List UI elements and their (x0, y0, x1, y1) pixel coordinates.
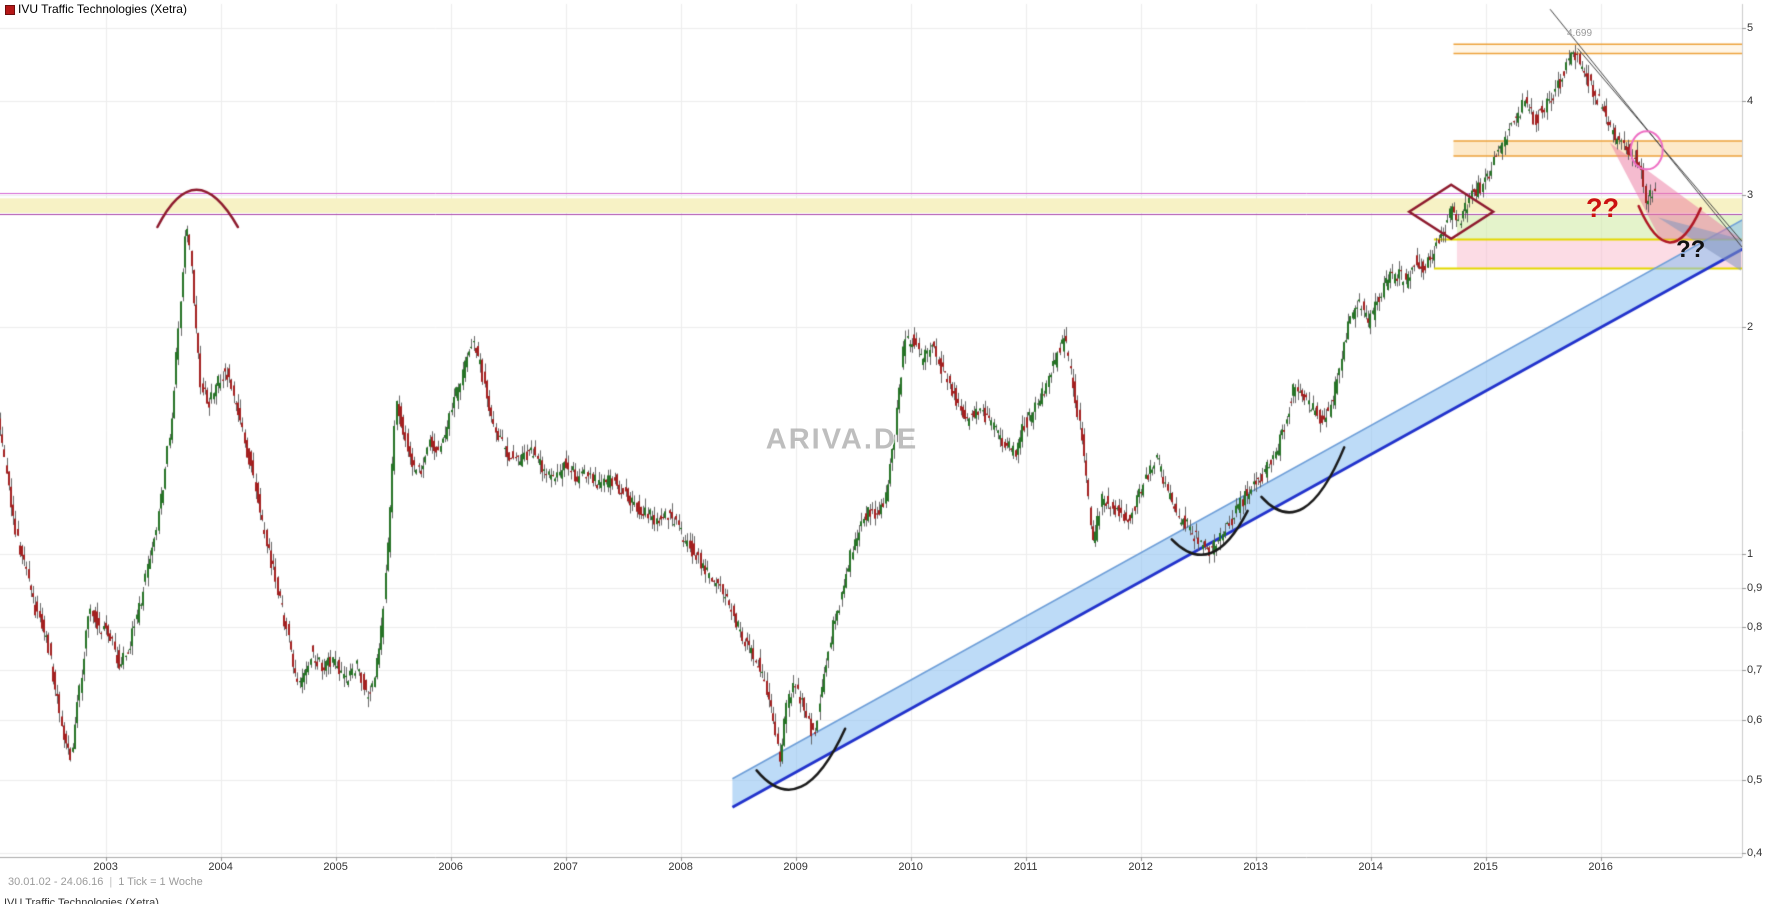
year-axis-label: 2012 (1128, 861, 1153, 873)
peak-price-label: 4.699 (1567, 28, 1593, 39)
year-axis-label: 2011 (1013, 861, 1038, 873)
price-axis-label: 0,8 (1747, 620, 1763, 633)
year-axis-label: 2016 (1588, 861, 1613, 873)
year-axis-label: 2004 (208, 861, 233, 873)
clipped-footer-text: IVU Traffic Technologies (Xetra) (4, 897, 159, 904)
price-axis-label: 2 (1747, 321, 1754, 334)
tick-info: 1 Tick = 1 Woche (118, 876, 203, 888)
price-axis-label: 0,6 (1747, 714, 1763, 727)
price-axis-label: 5 (1747, 22, 1754, 35)
footer-separator: | (109, 876, 113, 888)
question-annotation-red: ?? (1586, 193, 1619, 223)
question-annotation-black: ?? (1676, 236, 1706, 263)
watermark: ARIVA.DE (765, 423, 919, 456)
year-axis-label: 2010 (898, 861, 923, 873)
year-axis-label: 2003 (93, 861, 118, 873)
price-axis-label: 1 (1747, 547, 1754, 560)
price-axis-label: 3 (1747, 189, 1754, 202)
year-axis-label: 2005 (323, 861, 348, 873)
year-axis-label: 2007 (553, 861, 578, 873)
chart-title: IVU Traffic Technologies (Xetra) (18, 2, 187, 16)
chart-footer-info: 30.01.02 - 24.06.16 | 1 Tick = 1 Woche (8, 876, 203, 888)
year-axis-label: 2014 (1358, 861, 1383, 873)
price-axis-label: 0,5 (1747, 773, 1763, 786)
price-axis-label: 0,4 (1747, 846, 1763, 859)
year-axis-label: 2015 (1473, 861, 1498, 873)
price-axis-label: 0,7 (1747, 664, 1763, 677)
price-axis-label: 4 (1747, 95, 1754, 108)
series-marker-icon (5, 5, 15, 15)
year-axis-label: 2008 (668, 861, 693, 873)
year-axis-label: 2013 (1243, 861, 1268, 873)
price-axis-label: 0,9 (1747, 582, 1763, 595)
year-axis-label: 2006 (438, 861, 463, 873)
date-range: 30.01.02 - 24.06.16 (8, 876, 104, 888)
year-axis-label: 2009 (783, 861, 808, 873)
